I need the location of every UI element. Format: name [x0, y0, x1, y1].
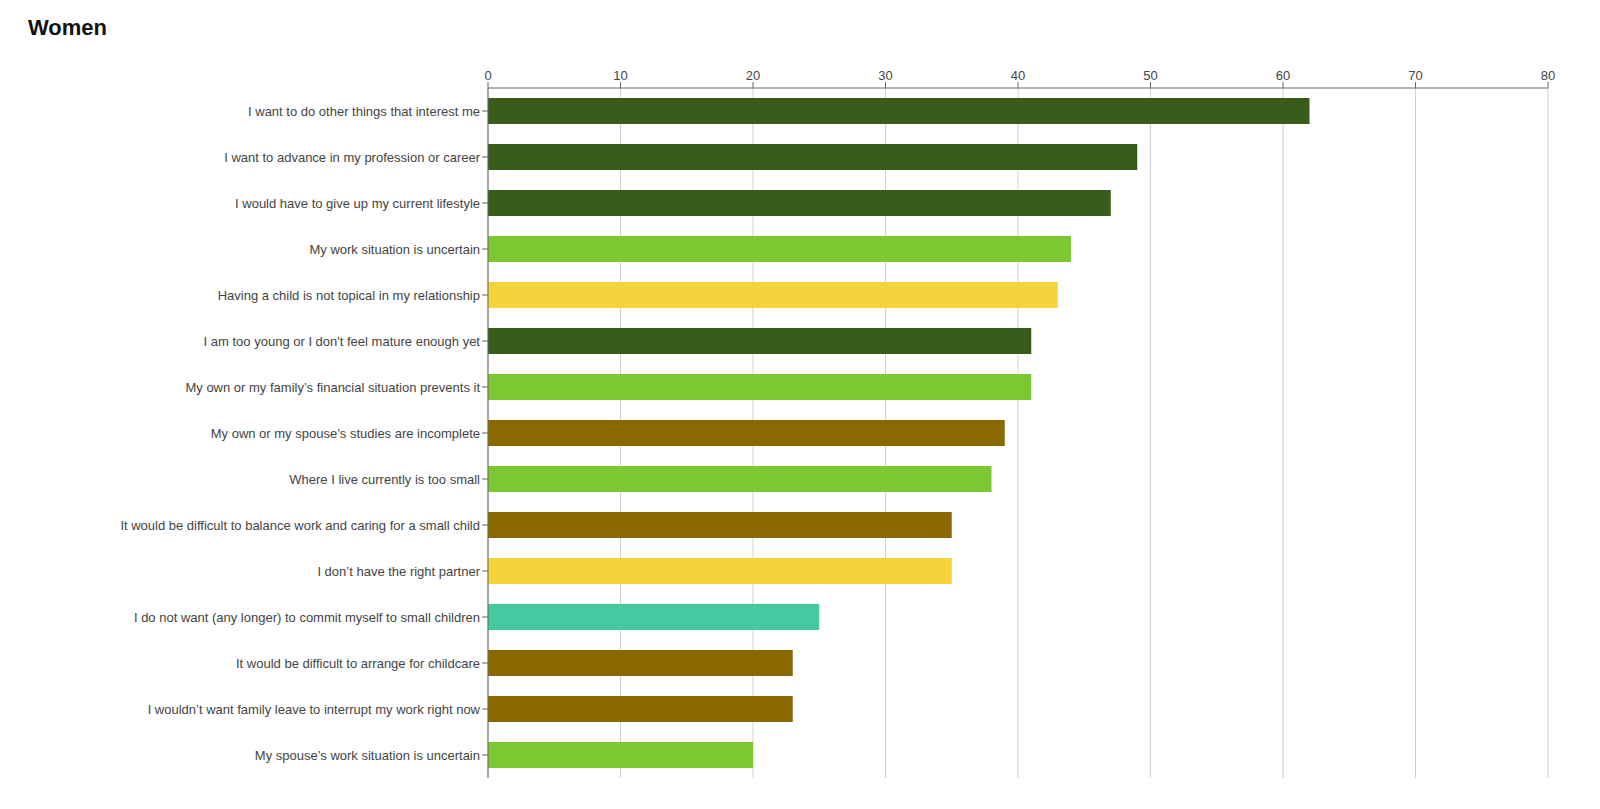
- svg-text:80: 80: [1541, 68, 1555, 83]
- svg-text:It would be difficult to balan: It would be difficult to balance work an…: [120, 518, 480, 533]
- svg-text:50: 50: [1143, 68, 1157, 83]
- svg-text:My work situation is uncertain: My work situation is uncertain: [309, 242, 480, 257]
- svg-text:70: 70: [1408, 68, 1422, 83]
- svg-text:20: 20: [746, 68, 760, 83]
- svg-text:I want to advance in my profes: I want to advance in my profession or ca…: [224, 150, 480, 165]
- svg-text:40: 40: [1011, 68, 1025, 83]
- svg-text:It would be difficult to arran: It would be difficult to arrange for chi…: [236, 656, 480, 671]
- svg-text:10: 10: [613, 68, 627, 83]
- svg-text:My own or my family’s financia: My own or my family’s financial situatio…: [185, 380, 480, 395]
- svg-text:60: 60: [1276, 68, 1290, 83]
- svg-text:Where I live currently is too: Where I live currently is too small: [289, 472, 480, 487]
- svg-text:I wouldn’t want family leave t: I wouldn’t want family leave to interrup…: [148, 702, 481, 717]
- svg-text:0: 0: [484, 68, 491, 83]
- svg-text:I want to do other things that: I want to do other things that interest …: [248, 104, 480, 119]
- html-text:Women: Women: [28, 15, 107, 40]
- svg-text:30: 30: [878, 68, 892, 83]
- svg-text:I would have to give up my cur: I would have to give up my current lifes…: [235, 196, 480, 211]
- svg-text:I don’t have the right partner: I don’t have the right partner: [317, 564, 480, 579]
- svg-text:My own or my spouse’s studies: My own or my spouse’s studies are incomp…: [211, 426, 480, 441]
- svg-text:I do not want (any longer) to: I do not want (any longer) to commit mys…: [134, 610, 480, 625]
- svg-text:My spouse’s work situation is: My spouse’s work situation is uncertain: [255, 748, 480, 763]
- svg-text:Having a child is not topical: Having a child is not topical in my rela…: [218, 288, 480, 303]
- svg-text:I am too young or I don't feel: I am too young or I don't feel mature en…: [204, 334, 481, 349]
